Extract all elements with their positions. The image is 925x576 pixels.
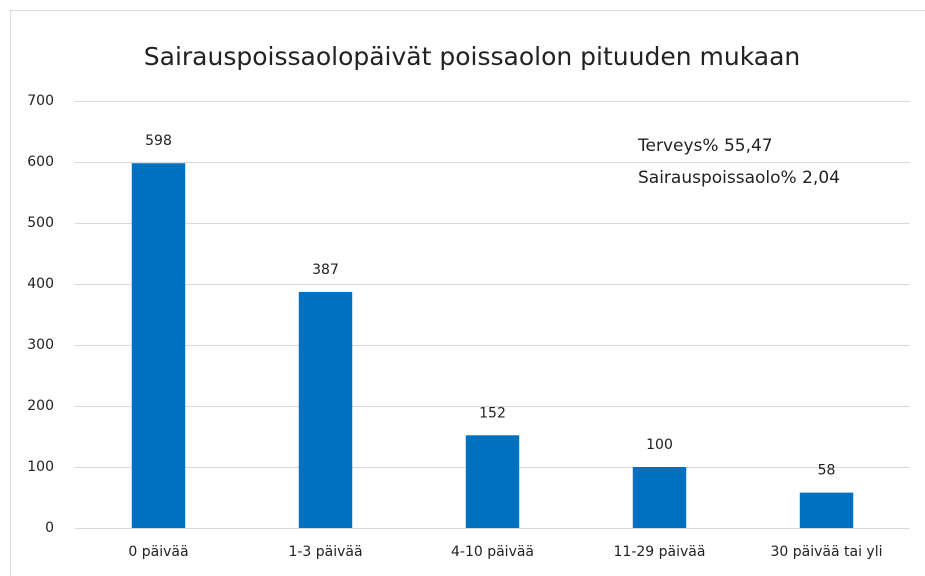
x-tick-label: 4-10 päivää bbox=[451, 544, 534, 560]
y-tick-label: 600 bbox=[27, 154, 54, 170]
y-tick-label: 0 bbox=[45, 520, 54, 536]
data-label: 152 bbox=[479, 405, 506, 421]
x-tick-label: 1-3 päivää bbox=[288, 544, 362, 560]
x-tick-label: 11-29 päivää bbox=[614, 544, 706, 560]
bar bbox=[465, 435, 520, 528]
data-label: 598 bbox=[145, 133, 172, 149]
bar bbox=[799, 492, 854, 528]
chart-title: Sairauspoissaolopäivät poissaolon pituud… bbox=[144, 42, 801, 71]
y-tick-label: 200 bbox=[27, 398, 54, 414]
bar bbox=[131, 163, 186, 528]
y-tick-label: 300 bbox=[27, 337, 54, 353]
bar bbox=[632, 467, 687, 528]
bar bbox=[298, 291, 353, 528]
x-tick-label: 0 päivää bbox=[128, 544, 188, 560]
y-tick-label: 500 bbox=[27, 215, 54, 231]
data-label: 58 bbox=[818, 463, 836, 479]
annotation: Sairauspoissaolo% 2,04 bbox=[638, 168, 840, 188]
annotation: Terveys% 55,47 bbox=[637, 136, 773, 156]
data-label: 100 bbox=[646, 437, 673, 453]
x-tick-label: 30 päivää tai yli bbox=[771, 544, 883, 560]
data-label: 387 bbox=[312, 262, 339, 278]
y-tick-label: 700 bbox=[27, 93, 54, 109]
y-tick-label: 100 bbox=[27, 459, 54, 475]
y-tick-label: 400 bbox=[27, 276, 54, 292]
